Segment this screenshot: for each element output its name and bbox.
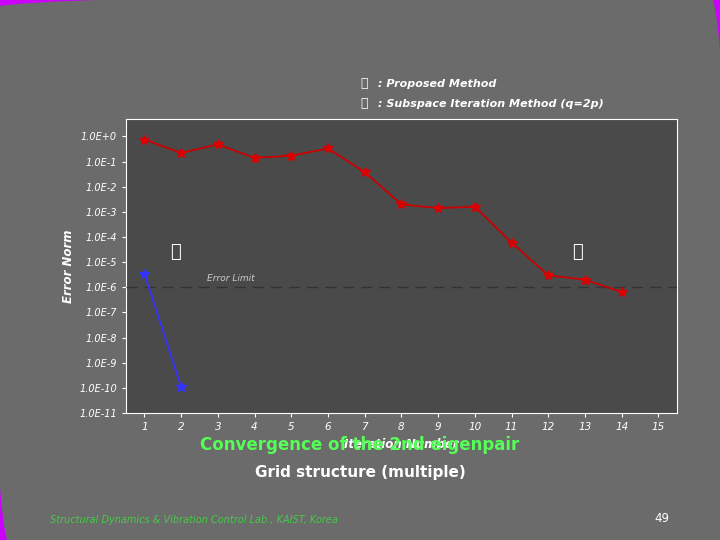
Text: Grid structure (multiple): Grid structure (multiple) <box>255 465 465 481</box>
Y-axis label: Error Norm: Error Norm <box>62 229 75 303</box>
Text: ⓟ: ⓟ <box>572 243 583 261</box>
Text: ⓟ: ⓟ <box>360 97 367 110</box>
Text: : Subspace Iteration Method (q=2p): : Subspace Iteration Method (q=2p) <box>378 99 604 109</box>
Text: Structural Dynamics & Vibration Control Lab., KAIST, Korea: Structural Dynamics & Vibration Control … <box>50 515 338 525</box>
Text: 49: 49 <box>654 512 670 525</box>
Text: Error Limit: Error Limit <box>207 274 254 283</box>
Text: ⓞ: ⓞ <box>360 77 367 90</box>
X-axis label: Iteration Number: Iteration Number <box>344 438 459 451</box>
Text: : Proposed Method: : Proposed Method <box>378 79 496 89</box>
Text: ⓞ: ⓞ <box>170 243 181 261</box>
Text: Convergence of the 2nd eigenpair: Convergence of the 2nd eigenpair <box>200 436 520 454</box>
